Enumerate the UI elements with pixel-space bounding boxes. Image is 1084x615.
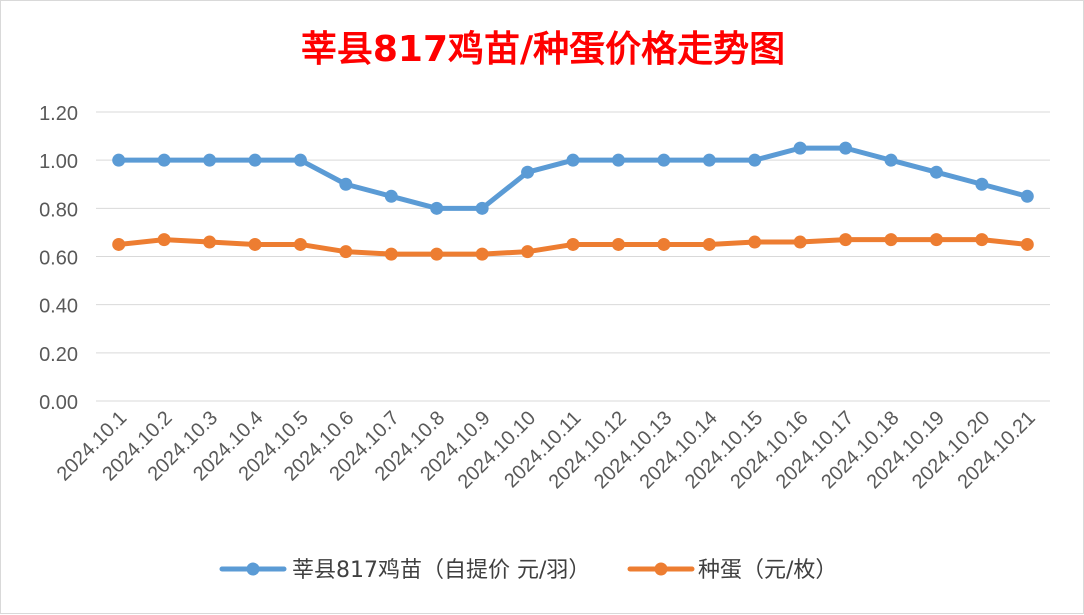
data-point-1	[748, 235, 762, 249]
y-tick-label: 0.60	[39, 248, 78, 270]
data-point-0	[566, 153, 580, 167]
legend-label-1: 种蛋（元/枚）	[698, 558, 837, 583]
legend: 莘县817鸡苗（自提价 元/羽） 种蛋（元/枚）	[219, 558, 837, 583]
data-point-0	[203, 153, 217, 167]
data-point-1	[975, 233, 989, 247]
data-point-0	[521, 165, 535, 179]
data-point-1	[203, 235, 217, 249]
data-point-0	[248, 153, 262, 167]
data-point-0	[157, 153, 171, 167]
data-point-1	[248, 237, 262, 251]
data-point-1	[1020, 237, 1034, 251]
data-point-1	[702, 237, 716, 251]
data-point-0	[884, 153, 898, 167]
data-point-1	[521, 245, 535, 259]
data-point-1	[112, 237, 126, 251]
data-point-0	[748, 153, 762, 167]
data-point-1	[929, 233, 943, 247]
data-point-1	[475, 247, 489, 261]
data-point-1	[611, 237, 625, 251]
chart-title: 莘县817鸡苗/种蛋价格走势图	[301, 29, 785, 70]
legend-marker-1	[654, 562, 668, 576]
data-point-0	[929, 165, 943, 179]
data-point-1	[293, 237, 307, 251]
x-axis-ticks: 2024.10.12024.10.22024.10.32024.10.42024…	[53, 407, 1040, 493]
legend-label-0: 莘县817鸡苗（自提价 元/羽）	[292, 558, 590, 583]
data-point-0	[293, 153, 307, 167]
data-point-1	[657, 237, 671, 251]
data-point-0	[839, 141, 853, 155]
y-tick-label: 0.20	[39, 344, 78, 366]
data-point-0	[475, 201, 489, 215]
y-tick-label: 1.20	[39, 103, 78, 125]
data-point-0	[339, 177, 353, 191]
y-tick-label: 1.00	[39, 151, 78, 173]
series-layer	[112, 141, 1034, 261]
data-point-0	[702, 153, 716, 167]
legend-marker-0	[246, 562, 260, 576]
data-point-0	[384, 189, 398, 203]
data-point-0	[1020, 189, 1034, 203]
y-tick-label: 0.80	[39, 199, 78, 221]
y-tick-label: 0.00	[39, 392, 78, 414]
data-point-1	[884, 233, 898, 247]
data-point-0	[611, 153, 625, 167]
y-tick-label: 0.40	[39, 296, 78, 318]
data-point-0	[975, 177, 989, 191]
data-point-1	[384, 247, 398, 261]
data-point-0	[112, 153, 126, 167]
data-point-0	[657, 153, 671, 167]
data-point-1	[430, 247, 444, 261]
data-point-1	[839, 233, 853, 247]
y-axis-ticks: 0.00 0.20 0.40 0.60 0.80 1.00 1.20	[39, 103, 78, 414]
data-point-1	[157, 233, 171, 247]
data-point-1	[793, 235, 807, 249]
data-point-0	[430, 201, 444, 215]
data-point-1	[339, 245, 353, 259]
data-point-0	[793, 141, 807, 155]
data-point-1	[566, 237, 580, 251]
